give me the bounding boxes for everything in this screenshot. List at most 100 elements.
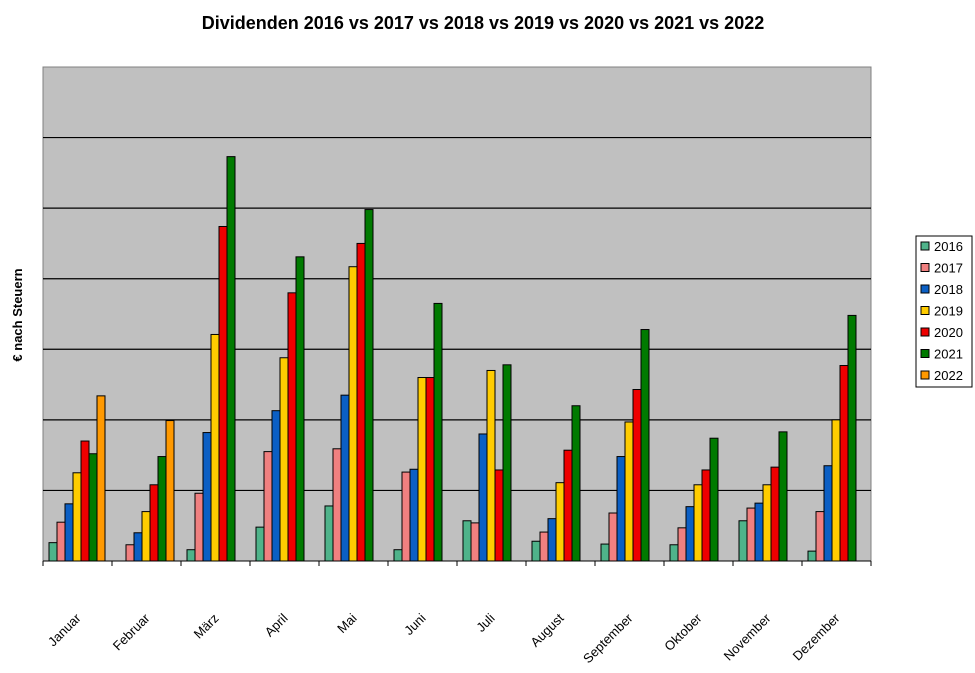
bar-2016-Juni [393, 549, 403, 562]
legend-swatch-2021 [920, 349, 930, 358]
x-tick-label: Februar [110, 610, 153, 653]
x-tick-label: April [262, 610, 291, 639]
bar-2020-Mai [356, 242, 366, 562]
legend-swatch-2017 [920, 263, 930, 272]
bar-2017-November [746, 507, 756, 562]
x-tick-label: März [191, 611, 222, 642]
bar-2018-September [616, 456, 626, 562]
bar-2020-September [632, 389, 642, 562]
bar-2017-April [263, 451, 273, 562]
legend-swatch-2019 [920, 306, 930, 315]
bar-2018-April [271, 410, 281, 562]
bar-2021-November [778, 431, 788, 562]
bar-2020-Juni [425, 377, 435, 562]
bar-2020-Januar [80, 440, 90, 562]
bar-2017-Juli [470, 522, 480, 562]
bar-2018-Mai [340, 394, 350, 562]
bar-2019-Januar [72, 472, 82, 562]
plot-area [42, 66, 872, 562]
bar-2017-Januar [56, 521, 66, 562]
legend-swatch-2018 [920, 284, 930, 294]
bar-2017-Februar [125, 544, 135, 562]
bar-2019-Dezember [831, 419, 841, 562]
bar-2017-August [539, 531, 549, 562]
bar-2018-Januar [64, 503, 74, 562]
x-tick-label: Oktober [661, 610, 705, 654]
bar-2020-Oktober [701, 469, 711, 562]
bar-2018-Februar [133, 532, 143, 562]
bar-2016-Mai [324, 505, 334, 562]
bar-2019-April [279, 357, 289, 562]
legend-label: 2019 [934, 304, 963, 319]
y-axis-label: € nach Steuern [10, 268, 25, 361]
x-tick-label: Juli [473, 610, 497, 634]
legend-label: 2020 [934, 325, 963, 340]
legend: 2016 2017 2018 2019 2020 2021 2022 [915, 235, 973, 388]
bar-2018-Oktober [685, 506, 695, 562]
legend-label: 2021 [934, 347, 963, 362]
bar-2020-Juli [494, 469, 504, 562]
bar-2018-März [202, 432, 212, 562]
bar-2021-September [640, 329, 650, 562]
bar-2021-Dezember [847, 314, 857, 562]
bar-2018-November [754, 502, 764, 562]
bar-2019-Oktober [693, 484, 703, 562]
bar-2022-Februar [165, 420, 175, 562]
bar-2021-August [571, 405, 581, 562]
bar-2019-Juli [486, 369, 496, 562]
bar-2019-März [210, 333, 220, 562]
bar-2020-Dezember [839, 365, 849, 562]
bar-2017-Mai [332, 448, 342, 562]
x-tick-label: August [527, 610, 566, 649]
x-tick-label: Dezember [790, 610, 843, 663]
bar-2017-Dezember [815, 511, 825, 562]
bar-2017-März [194, 492, 204, 562]
legend-swatch-2022 [920, 370, 930, 380]
bar-2017-Oktober [677, 527, 687, 562]
bar-2020-November [770, 466, 780, 562]
chart-title: Dividenden 2016 vs 2017 vs 2018 vs 2019 … [202, 13, 764, 33]
bar-2021-Mai [364, 209, 374, 562]
bar-2021-März [226, 156, 236, 562]
bar-2017-September [608, 512, 618, 562]
x-tick-label: September [580, 610, 636, 666]
legend-swatch-2016 [920, 241, 930, 251]
legend-label: 2017 [934, 261, 963, 276]
bar-2020-März [218, 225, 228, 562]
bar-2016-Juli [462, 520, 472, 562]
bar-2021-Juli [502, 364, 512, 562]
bar-2020-August [563, 449, 573, 562]
legend-label: 2016 [934, 239, 963, 254]
x-tick-label: November [721, 610, 774, 663]
bar-2019-Februar [141, 511, 151, 562]
bar-2021-Januar [88, 453, 98, 562]
bar-2016-August [531, 540, 541, 562]
bar-2021-Februar [157, 456, 167, 562]
bar-2017-Juni [401, 471, 411, 562]
x-tick-label: Mai [334, 610, 359, 635]
bar-2020-April [287, 292, 297, 562]
bar-2019-September [624, 421, 634, 562]
bar-2016-Januar [48, 542, 58, 562]
bar-2016-Dezember [807, 550, 817, 562]
legend-swatch-2020 [920, 327, 930, 337]
bar-2016-November [738, 520, 748, 562]
legend-label: 2018 [934, 282, 963, 297]
bar-2018-Juni [409, 468, 419, 562]
bar-2019-Juni [417, 377, 427, 562]
x-tick-label: Januar [45, 610, 84, 649]
bar-2016-April [255, 526, 265, 562]
bar-2022-Januar [96, 395, 106, 562]
bar-2020-Februar [149, 484, 159, 562]
bar-2018-Juli [478, 433, 488, 562]
bar-2016-März [186, 549, 196, 562]
bar-2021-April [295, 256, 305, 562]
bar-2019-November [762, 484, 772, 562]
bar-2016-September [600, 543, 610, 562]
legend-label: 2022 [934, 368, 963, 383]
bar-2018-Dezember [823, 465, 833, 562]
bar-2019-August [555, 482, 565, 562]
bar-2021-Juni [433, 302, 443, 562]
bar-2021-Oktober [709, 437, 719, 562]
